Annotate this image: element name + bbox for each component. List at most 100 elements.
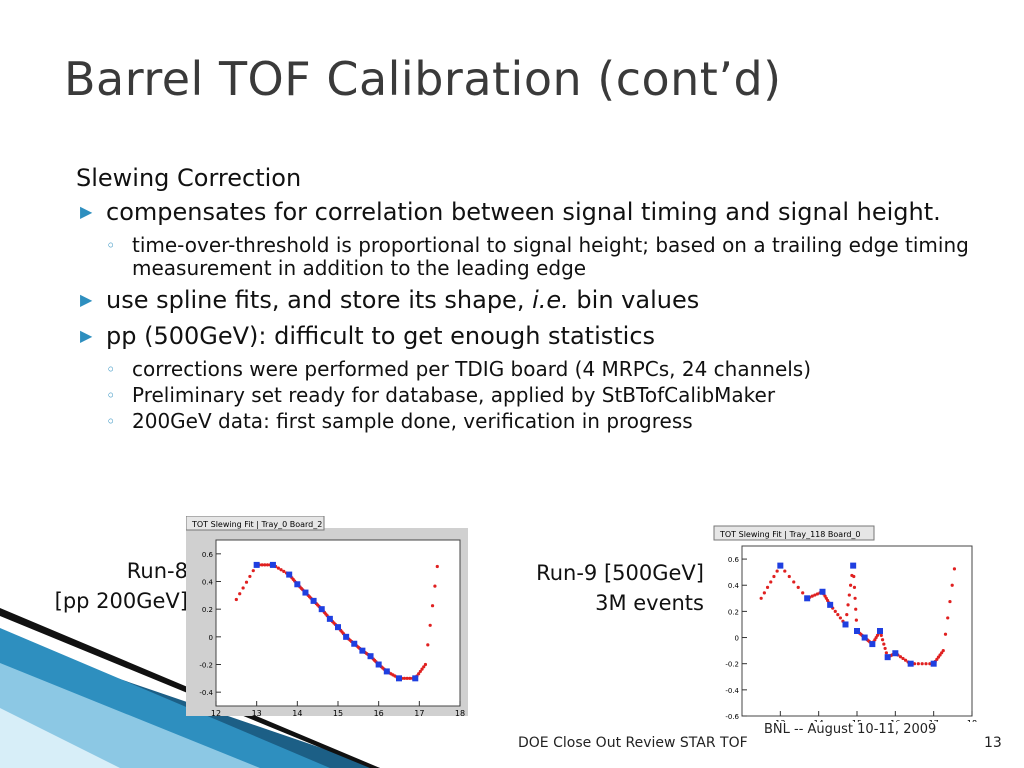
fit-point (898, 655, 903, 659)
fit-point (845, 613, 849, 617)
bullet-3-text: pp (500GeV): difficult to get enough sta… (106, 322, 656, 350)
fit-point (263, 563, 267, 567)
data-point (907, 660, 914, 667)
data-point (884, 654, 891, 661)
fit-point (836, 613, 840, 617)
fit-point (435, 564, 439, 569)
data-point (877, 628, 883, 634)
y-tick-label: -0.4 (725, 687, 739, 695)
run8-label: Run-8 [pp 200GeV] (20, 556, 188, 616)
plot-run8-title-box (185, 515, 325, 531)
fit-point (433, 584, 437, 588)
data-point (412, 675, 419, 682)
sub-bullet-1-text: time-over-threshold is proportional to s… (132, 233, 969, 280)
data-point (318, 606, 325, 613)
fit-point (946, 616, 950, 620)
fit-point (783, 569, 787, 573)
y-tick-label: 0.4 (202, 579, 214, 587)
fit-point (838, 616, 842, 620)
x-tick-label: 15 (333, 709, 343, 716)
data-point (286, 571, 293, 578)
data-point (850, 562, 857, 569)
bullet-2-post: bin values (568, 286, 700, 314)
fit-point (920, 662, 924, 666)
bullet-2-em: i.e. (532, 286, 569, 314)
sub-bullet-3c-text: 200GeV data: first sample done, verifica… (132, 409, 693, 433)
data-point (804, 595, 811, 602)
fit-point (418, 669, 422, 674)
fit-point (276, 566, 280, 570)
fit-point (248, 574, 252, 579)
data-point (326, 615, 333, 622)
fit-point (941, 649, 945, 653)
data-point (930, 660, 937, 667)
circle-bullet-icon: ◦ (106, 386, 116, 405)
fit-point (833, 609, 837, 613)
fit-point (928, 662, 932, 666)
fit-point (234, 597, 238, 602)
x-tick-label: 18 (455, 709, 465, 716)
y-tick-label: 0.2 (202, 606, 213, 614)
section-heading: Slewing Correction (76, 164, 302, 192)
fit-point (815, 592, 819, 596)
data-point (351, 640, 358, 647)
y-tick-label: -0.2 (199, 662, 213, 670)
fit-point (422, 665, 426, 669)
fit-point (952, 567, 957, 571)
slide-body: Slewing Correction ▶ compensates for cor… (76, 164, 976, 436)
corner-pale-band (0, 708, 120, 768)
fit-point (265, 563, 270, 567)
data-point (375, 661, 382, 668)
data-point (383, 668, 390, 675)
data-point (777, 562, 784, 569)
data-point (861, 634, 868, 641)
y-tick-label: 0.2 (728, 608, 739, 616)
fit-point (912, 662, 917, 666)
x-tick-label: 12 (211, 709, 221, 716)
arrow-bullet-icon: ▶ (80, 202, 93, 221)
fit-point (879, 633, 883, 637)
data-point (396, 675, 402, 682)
x-tick-label: 17 (414, 709, 424, 716)
data-point (302, 589, 309, 596)
y-tick-label: 0 (735, 635, 739, 643)
data-point (827, 601, 834, 608)
plot-run8-title: TOT Slewing Fit | Tray_0 Board_2 (191, 520, 322, 529)
bullet-2: ▶ use spline fits, and store its shape, … (76, 286, 976, 314)
fit-point (883, 646, 887, 651)
fit-point (846, 603, 850, 607)
fit-point (792, 580, 796, 584)
fit-point (282, 569, 286, 573)
fit-point (852, 574, 856, 579)
fit-point (901, 656, 905, 661)
data-point (892, 650, 899, 657)
fit-point (854, 618, 858, 622)
bullet-1-text: compensates for correlation between sign… (106, 198, 941, 226)
x-tick-label: 16 (374, 709, 384, 716)
fit-point (408, 676, 412, 680)
y-tick-label: 0.6 (728, 556, 740, 564)
x-tick-label: 14 (292, 709, 302, 716)
circle-bullet-icon: ◦ (106, 360, 116, 379)
data-point (367, 653, 374, 660)
plot-run8-svg: TOT Slewing Fit | Tray_0 Board_2 12 13 14 1… (185, 515, 468, 718)
fit-point (423, 662, 428, 667)
data-point (269, 561, 276, 568)
fit-point (943, 632, 948, 636)
y-tick-label: 0 (209, 634, 213, 642)
arrow-bullet-icon: ▶ (80, 290, 93, 309)
fit-point (241, 586, 245, 590)
fit-point (884, 651, 888, 655)
y-tick-label: 0.6 (202, 551, 214, 559)
fit-point (950, 583, 954, 587)
fit-point (430, 604, 435, 608)
plot-run8: TOT Slewing Fit | Tray_0 Board_2 12 13 14 1… (185, 515, 468, 718)
y-tick-label: -0.6 (725, 713, 739, 721)
fit-point (251, 569, 255, 573)
plot-run9-svg: TOT Slewing Fit | Tray_118 Board_0 13141… (712, 524, 980, 728)
plot-run8-area (215, 539, 461, 707)
fit-point (772, 574, 776, 579)
fit-point (847, 593, 851, 597)
fit-point (402, 676, 407, 680)
sub-bullet-3c: ◦ 200GeV data: first sample done, verifi… (76, 410, 976, 433)
